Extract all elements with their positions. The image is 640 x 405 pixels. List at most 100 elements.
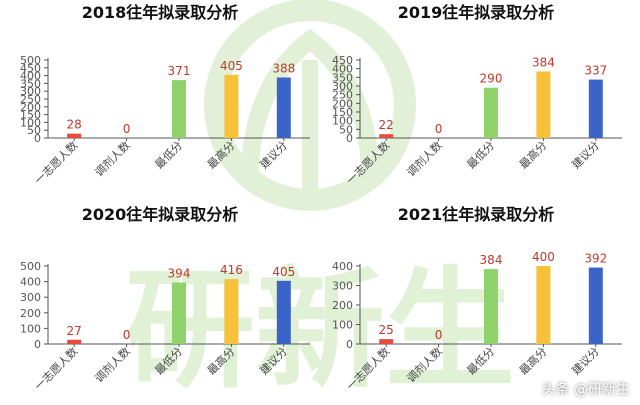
y-tick-label: 50 [339,123,353,136]
chart-title: 2019往年拟录取分析 [398,3,555,22]
bar-value-label: 0 [435,328,443,342]
bar-5 [588,79,603,138]
bar-value-label: 405 [220,59,243,73]
x-tick-label: 一志愿人数 [32,345,80,393]
y-tick-label: 300 [20,85,41,98]
chart-title: 2020往年拟录取分析 [82,205,239,224]
y-tick-label: 500 [20,54,41,67]
x-tick-label: 调剂人数 [92,138,133,179]
chart-panel-2: 2019往年拟录取分析05010015020025030035040045022… [332,3,622,187]
bar-3 [484,269,498,344]
chart-panel-4: 2021往年拟录取分析010020030040025一志愿人数0调剂人数384最… [332,205,622,393]
bar-value-label: 384 [532,55,555,69]
x-tick-label: 建议分 [569,344,602,377]
bar-1 [67,339,82,344]
bar-4 [224,74,239,138]
bar-value-label: 405 [272,265,295,279]
y-tick-label: 0 [346,132,353,145]
y-tick-label: 0 [34,338,41,351]
y-tick-label: 150 [332,106,353,119]
bar-value-label: 27 [67,324,82,338]
bar-value-label: 22 [379,118,394,132]
bar-value-label: 0 [123,122,131,136]
x-tick-label: 一志愿人数 [344,345,392,393]
y-tick-label: 200 [332,299,353,312]
y-tick-label: 100 [20,116,41,129]
y-tick-label: 300 [332,80,353,93]
bar-4 [536,71,551,138]
x-tick-label: 最高分 [204,138,237,171]
bar-value-label: 337 [584,64,607,78]
y-tick-label: 350 [20,77,41,90]
bar-value-label: 28 [67,118,82,132]
watermark-leaf [241,28,379,176]
x-tick-label: 建议分 [257,344,290,377]
bar-value-label: 388 [272,61,295,75]
y-tick-label: 200 [20,101,41,114]
y-tick-label: 400 [20,276,41,289]
y-tick-label: 300 [332,280,353,293]
bar-5 [276,77,291,138]
x-tick-label: 调剂人数 [404,344,445,385]
bar-value-label: 392 [584,252,607,266]
chart-title: 2018往年拟录取分析 [82,3,239,22]
x-tick-label: 最低分 [465,345,498,378]
watermark-text: 研新生 [125,254,515,405]
y-tick-label: 400 [332,63,353,76]
bar-value-label: 394 [168,267,191,281]
x-tick-label: 最高分 [516,344,549,377]
bar-5 [588,267,603,344]
bar-value-label: 0 [435,122,443,136]
y-tick-label: 0 [346,338,353,351]
bar-1 [379,134,394,138]
y-tick-label: 250 [332,89,353,102]
y-tick-label: 200 [20,307,41,320]
y-tick-label: 400 [332,260,353,273]
x-tick-label: 调剂人数 [92,344,133,385]
bar-1 [67,133,82,138]
y-tick-label: 400 [20,70,41,83]
bar-value-label: 290 [480,72,503,86]
bar-value-label: 400 [532,250,555,264]
y-tick-label: 450 [20,62,41,75]
bar-3 [172,282,186,344]
x-tick-label: 最低分 [153,139,186,172]
y-tick-label: 450 [332,54,353,67]
y-tick-label: 100 [332,319,353,332]
chart-title: 2021往年拟录取分析 [398,205,555,224]
bar-3 [172,80,186,138]
y-tick-label: 100 [20,322,41,335]
y-tick-label: 100 [332,115,353,128]
x-tick-label: 最高分 [204,344,237,377]
bar-5 [276,280,291,344]
bar-value-label: 371 [168,64,191,78]
footer-credit: 头条 @研新生 [541,382,630,398]
y-tick-label: 200 [332,97,353,110]
bar-value-label: 25 [379,323,394,337]
y-tick-label: 50 [27,124,41,137]
bar-value-label: 416 [220,263,243,277]
bar-4 [224,279,239,344]
y-tick-label: 0 [34,132,41,145]
bar-1 [379,339,394,344]
bar-3 [484,87,498,138]
chart-panel-1: 2018往年拟录取分析05010015020025030035040045050… [20,3,310,187]
x-tick-label: 最低分 [153,345,186,378]
y-tick-label: 300 [20,291,41,304]
watermark-circle [204,0,416,211]
x-tick-label: 建议分 [569,138,602,171]
bar-value-label: 384 [480,253,503,267]
chart-panel-3: 2020往年拟录取分析010020030040050027一志愿人数0调剂人数3… [20,205,310,393]
x-tick-label: 一志愿人数 [32,139,80,187]
y-tick-label: 500 [20,260,41,273]
x-tick-label: 调剂人数 [404,138,445,179]
bar-value-label: 0 [123,328,131,342]
bar-4 [536,266,551,344]
x-tick-label: 最低分 [465,139,498,172]
x-tick-label: 一志愿人数 [344,139,392,187]
y-tick-label: 250 [20,93,41,106]
y-tick-label: 150 [20,109,41,122]
y-tick-label: 350 [332,71,353,84]
